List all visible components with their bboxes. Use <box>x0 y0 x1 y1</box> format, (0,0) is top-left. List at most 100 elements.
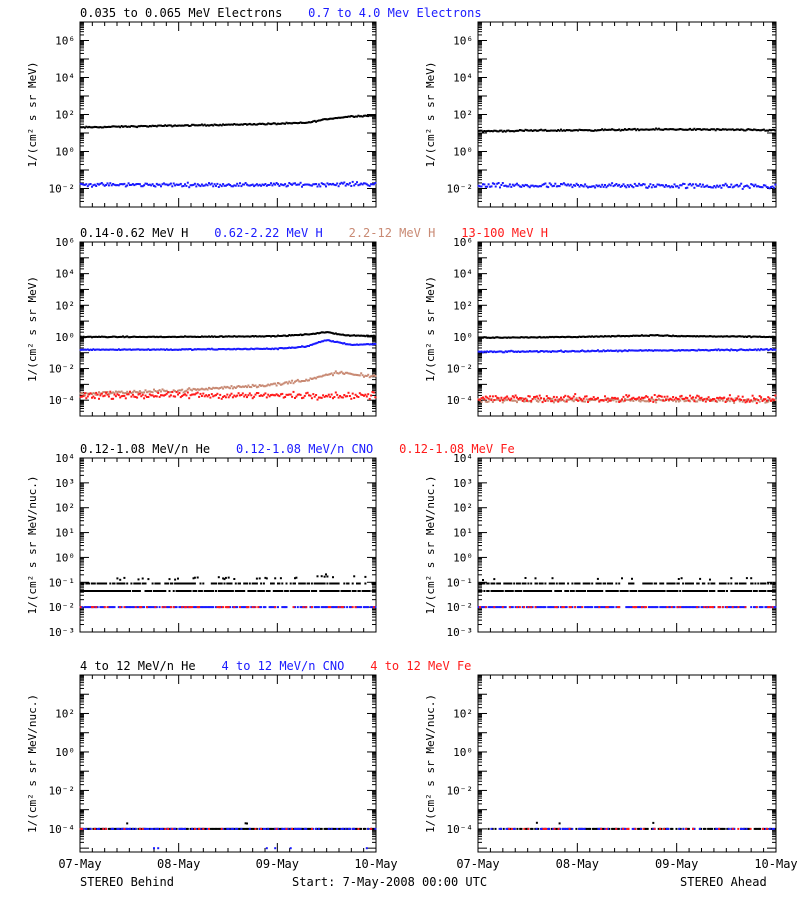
data-point <box>703 185 706 188</box>
data-point <box>561 183 564 186</box>
data-point <box>626 590 629 592</box>
y-tick-label: 10⁻¹ <box>49 576 76 589</box>
data-point <box>227 582 230 585</box>
data-point <box>523 185 526 188</box>
data-point <box>241 348 244 351</box>
data-point <box>533 129 536 132</box>
data-point <box>733 399 736 402</box>
data-point <box>650 582 653 585</box>
data-point <box>623 335 626 338</box>
data-point <box>222 387 225 390</box>
data-point <box>551 350 554 353</box>
data-point <box>608 349 611 352</box>
data-point <box>738 129 741 131</box>
data-point <box>770 590 772 592</box>
data-point <box>79 590 82 592</box>
data-point <box>262 335 265 338</box>
data-point <box>370 606 373 609</box>
data-point <box>591 590 594 592</box>
data-point <box>239 335 241 338</box>
data-point <box>649 590 652 592</box>
data-point <box>322 374 325 377</box>
data-point <box>723 349 726 352</box>
data-point <box>726 184 728 187</box>
data-point <box>689 127 692 130</box>
data-point <box>120 395 123 398</box>
data-point <box>282 382 285 385</box>
data-point <box>299 333 302 336</box>
data-point <box>246 348 248 351</box>
data-point <box>569 129 572 132</box>
data-point <box>693 335 696 338</box>
data-point <box>609 590 612 592</box>
data-point <box>264 385 267 388</box>
data-point <box>709 590 711 592</box>
data-point <box>646 349 649 352</box>
data-point <box>551 129 554 132</box>
data-point <box>146 336 148 339</box>
data-point <box>551 606 554 609</box>
data-point <box>541 350 544 353</box>
data-point <box>770 582 772 585</box>
data-point <box>530 606 533 609</box>
data-point <box>317 119 320 122</box>
data-point <box>241 183 244 186</box>
data-point <box>169 336 172 338</box>
data-point <box>203 123 206 126</box>
data-point <box>541 336 544 339</box>
data-point <box>511 130 514 133</box>
data-point <box>92 606 95 609</box>
data-point <box>655 590 658 592</box>
data-point <box>215 590 217 592</box>
data-point <box>490 398 493 400</box>
data-point <box>626 184 629 187</box>
data-point <box>123 182 126 185</box>
data-point <box>604 184 606 186</box>
data-point <box>750 128 753 131</box>
data-point <box>672 128 675 131</box>
data-point <box>356 181 358 184</box>
data-point <box>113 392 116 395</box>
data-point <box>113 606 116 609</box>
data-point <box>184 124 186 127</box>
data-point <box>582 335 585 338</box>
data-point <box>253 582 256 585</box>
data-point <box>741 348 744 351</box>
data-point <box>631 185 633 188</box>
data-point <box>186 606 189 609</box>
data-point <box>246 582 248 585</box>
data-point <box>253 335 256 338</box>
data-point <box>177 393 179 396</box>
data-point <box>196 183 199 186</box>
data-point <box>348 372 351 375</box>
data-point <box>609 128 612 131</box>
data-point <box>568 396 571 399</box>
data-point <box>656 128 659 131</box>
data-point <box>642 582 645 585</box>
data-point <box>740 182 743 185</box>
data-point <box>653 185 656 188</box>
data-point <box>109 336 112 338</box>
data-point <box>588 582 591 585</box>
data-point <box>605 186 608 189</box>
data-point <box>138 390 141 393</box>
data-point <box>662 334 665 337</box>
data-point <box>587 606 589 609</box>
data-point <box>317 332 320 335</box>
data-point <box>754 398 757 401</box>
data-point <box>604 398 606 401</box>
data-point <box>357 343 360 346</box>
data-point <box>186 335 189 338</box>
data-point <box>632 396 635 399</box>
data-point <box>687 335 690 338</box>
data-point <box>693 590 696 592</box>
y-tick-label: 10⁻² <box>447 601 474 614</box>
data-point <box>210 393 213 396</box>
data-point <box>596 185 599 188</box>
data-point <box>217 606 220 609</box>
data-point <box>312 183 315 186</box>
data-point <box>514 606 517 609</box>
data-point <box>692 183 694 186</box>
data-point <box>510 399 513 402</box>
data-point <box>210 335 213 338</box>
